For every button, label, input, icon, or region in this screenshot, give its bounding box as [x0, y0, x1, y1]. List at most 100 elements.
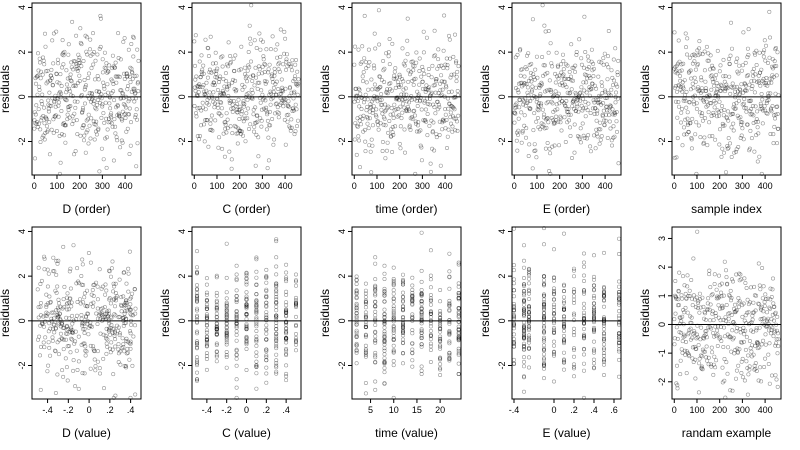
point [267, 62, 272, 67]
point [195, 378, 200, 383]
point [706, 51, 711, 56]
point [244, 312, 249, 317]
point [410, 341, 415, 346]
point [432, 28, 437, 33]
point [561, 282, 566, 287]
point [541, 278, 546, 283]
point [526, 273, 531, 278]
point [77, 73, 82, 78]
point [428, 321, 433, 326]
point [419, 301, 424, 306]
point [512, 105, 517, 110]
point [428, 359, 433, 364]
point [762, 38, 767, 43]
point [591, 350, 596, 355]
point [686, 330, 691, 335]
point [55, 80, 60, 85]
point [599, 80, 604, 85]
point [276, 62, 281, 67]
point [724, 84, 729, 89]
point [264, 365, 269, 370]
point [584, 136, 589, 141]
point [407, 123, 412, 128]
point [195, 296, 200, 301]
point [204, 337, 209, 342]
points [192, 3, 301, 171]
point [274, 313, 279, 318]
point [124, 365, 129, 370]
point [89, 292, 94, 297]
point [766, 328, 771, 333]
point [686, 332, 691, 337]
point [293, 272, 298, 277]
point [382, 116, 387, 121]
point [354, 93, 359, 98]
point [45, 267, 50, 272]
point [728, 53, 733, 58]
point [526, 346, 531, 351]
point [204, 316, 209, 321]
point [128, 143, 133, 148]
point [93, 122, 98, 127]
point [601, 337, 606, 342]
point [700, 367, 705, 372]
point [83, 348, 88, 353]
point [264, 328, 269, 333]
point [511, 277, 516, 282]
point [203, 107, 208, 112]
point [113, 290, 118, 295]
point [373, 291, 378, 296]
point [275, 55, 280, 60]
point [269, 91, 274, 96]
point [404, 99, 409, 104]
point [284, 52, 289, 57]
point [248, 74, 253, 79]
point [769, 109, 774, 114]
point [727, 294, 732, 299]
point [194, 74, 199, 79]
point [60, 122, 65, 127]
point [685, 36, 690, 41]
x-tick-label: 0 [244, 405, 249, 415]
point [127, 307, 132, 312]
point [73, 149, 78, 154]
point [747, 364, 752, 369]
point [254, 364, 259, 369]
point [586, 101, 591, 106]
point [757, 70, 762, 75]
point [45, 79, 50, 84]
point [591, 311, 596, 316]
point [752, 363, 757, 368]
point [133, 90, 138, 95]
point [378, 102, 383, 107]
point [382, 312, 387, 317]
point [274, 292, 279, 297]
point [548, 88, 553, 93]
point [109, 322, 114, 327]
point [732, 150, 737, 155]
point [543, 146, 548, 151]
point [550, 144, 555, 149]
point [447, 56, 452, 61]
point [284, 340, 289, 345]
point [714, 81, 719, 86]
point [67, 300, 72, 305]
point [48, 326, 53, 331]
point [391, 319, 396, 324]
point [410, 116, 415, 121]
point [82, 138, 87, 143]
point [770, 73, 775, 78]
point [541, 310, 546, 315]
point [87, 91, 92, 96]
point [591, 325, 596, 330]
point [363, 325, 368, 330]
point [198, 74, 203, 79]
point [284, 336, 289, 341]
point [419, 268, 424, 273]
point [428, 333, 433, 338]
point [266, 70, 271, 75]
point [275, 42, 280, 47]
point [567, 91, 572, 96]
point [379, 97, 384, 102]
point [767, 35, 772, 40]
